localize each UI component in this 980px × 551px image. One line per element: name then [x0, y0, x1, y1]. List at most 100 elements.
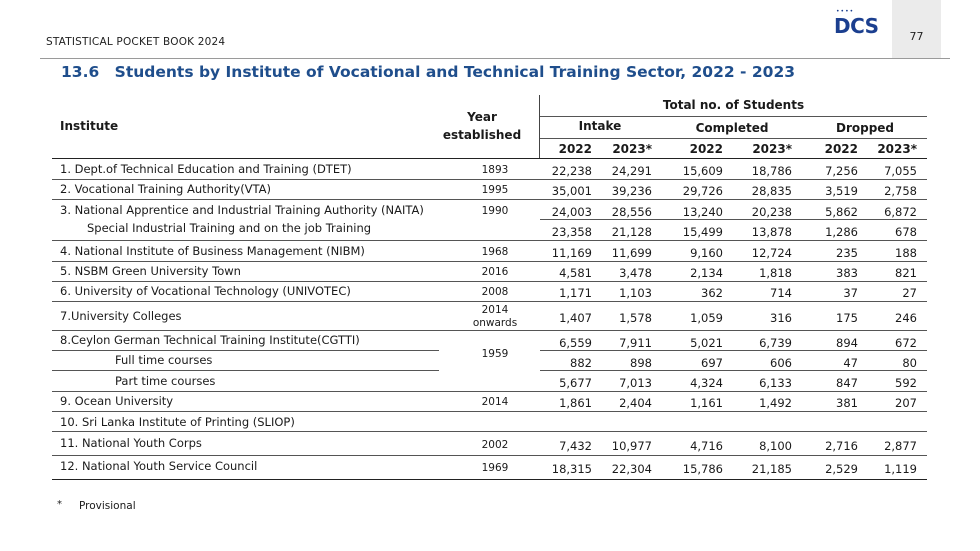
- row-divider: [540, 370, 927, 371]
- row-value: 592: [895, 376, 917, 390]
- row-value: 28,556: [611, 205, 652, 219]
- row-institute: 2. Vocational Training Authority(VTA): [60, 182, 272, 196]
- group-header-total: Total no. of Students: [662, 98, 805, 112]
- table-title-text: Students by Institute of Vocational and …: [114, 63, 796, 81]
- row-value: 188: [895, 246, 917, 260]
- row-value: 714: [770, 286, 792, 300]
- row-institute: 5. NSBM Green University Town: [60, 264, 241, 278]
- table-title: 13.6 Students by Institute of Vocational…: [61, 63, 795, 81]
- row-divider: [52, 431, 927, 432]
- row-value: 1,492: [759, 396, 792, 410]
- year-header: 2023*: [877, 142, 917, 156]
- row-value: 7,911: [619, 336, 652, 350]
- row-value: 3,478: [619, 266, 652, 280]
- row-value: 2,529: [825, 462, 858, 476]
- row-value: 10,977: [611, 439, 652, 453]
- col-header-year-line1: Year: [467, 110, 497, 124]
- row-value: 2,716: [825, 439, 858, 453]
- row-year: 1893: [481, 164, 509, 176]
- row-value: 15,609: [682, 164, 723, 178]
- row-value: 7,432: [559, 439, 592, 453]
- row-value: 23,358: [551, 225, 592, 239]
- dcs-logo: •••• DCS: [828, 8, 884, 42]
- row-divider: [52, 240, 927, 241]
- row-value: 22,304: [611, 462, 652, 476]
- row-value: 672: [895, 336, 917, 350]
- row-value: 6,872: [884, 205, 917, 219]
- row-value: 2,404: [619, 396, 652, 410]
- row-value: 7,055: [884, 164, 917, 178]
- row-institute: 9. Ocean University: [60, 394, 174, 408]
- row-value: 2,758: [884, 184, 917, 198]
- year-header: 2022: [824, 142, 858, 156]
- year-header: 2022: [689, 142, 723, 156]
- row-value: 2,877: [884, 439, 917, 453]
- row-year-line2: onwards: [472, 317, 518, 329]
- header-divider: [40, 58, 950, 59]
- row-value: 1,861: [559, 396, 592, 410]
- row-value: 1,059: [690, 311, 723, 325]
- row-value: 175: [836, 311, 858, 325]
- row-value: 18,786: [751, 164, 792, 178]
- row-value: 821: [895, 266, 917, 280]
- row-value: 5,021: [690, 336, 723, 350]
- row-year: 1990: [481, 205, 509, 217]
- row-value: 7,256: [825, 164, 858, 178]
- row-value: 316: [770, 311, 792, 325]
- row-divider: [52, 179, 927, 180]
- year-header: 2023*: [752, 142, 792, 156]
- row-value: 1,286: [825, 225, 858, 239]
- row-value: 2,134: [690, 266, 723, 280]
- row-value: 5,677: [559, 376, 592, 390]
- row-institute: 11. National Youth Corps: [60, 436, 202, 450]
- row-value: 11,169: [551, 246, 592, 260]
- row-divider: [52, 455, 927, 456]
- row-value: 15,499: [682, 225, 723, 239]
- footnote-text: Provisional: [79, 500, 136, 512]
- row-divider: [540, 350, 927, 351]
- row-divider: [52, 350, 439, 351]
- row-value: 39,236: [611, 184, 652, 198]
- row-institute: 6. University of Vocational Technology (…: [60, 284, 351, 298]
- logo-text: DCS: [834, 14, 879, 38]
- row-year: 2014: [481, 396, 509, 408]
- row-value: 27: [902, 286, 917, 300]
- row-divider: [52, 261, 927, 262]
- row-institute: 1. Dept.of Technical Education and Train…: [60, 162, 352, 176]
- year-header: 2022: [558, 142, 592, 156]
- group-header-intake: Intake: [578, 119, 622, 133]
- row-value: 678: [895, 225, 917, 239]
- row-institute: 7.University Colleges: [60, 309, 182, 323]
- row-institute: 4. National Institute of Business Manage…: [60, 244, 365, 258]
- row-value: 1,578: [619, 311, 652, 325]
- row-institute-sub: Part time courses: [115, 374, 216, 388]
- group-header-completed: Completed: [695, 121, 769, 135]
- row-value: 362: [701, 286, 723, 300]
- row-divider: [52, 281, 927, 282]
- row-value: 882: [570, 356, 592, 370]
- row-value: 1,161: [690, 396, 723, 410]
- row-institute-sub: Special Industrial Training and on the j…: [87, 221, 372, 235]
- publication-title: STATISTICAL POCKET BOOK 2024: [46, 36, 226, 48]
- header-bottom-rule: [52, 158, 927, 159]
- table-bottom-rule: [52, 479, 927, 480]
- row-value: 21,128: [611, 225, 652, 239]
- row-value: 898: [630, 356, 652, 370]
- header-rule: [540, 116, 927, 117]
- footnote-marker: *: [57, 499, 62, 510]
- column-divider: [539, 95, 540, 158]
- row-value: 24,003: [551, 205, 592, 219]
- row-value: 20,238: [751, 205, 792, 219]
- row-value: 6,559: [559, 336, 592, 350]
- row-value: 1,119: [884, 462, 917, 476]
- row-value: 29,726: [682, 184, 723, 198]
- row-year: 1968: [481, 246, 509, 258]
- row-value: 4,716: [690, 439, 723, 453]
- year-header: 2023*: [612, 142, 652, 156]
- row-value: 22,238: [551, 164, 592, 178]
- row-value: 4,324: [690, 376, 723, 390]
- row-value: 1,103: [619, 286, 652, 300]
- row-year: 1959: [481, 348, 509, 360]
- row-divider: [52, 370, 439, 371]
